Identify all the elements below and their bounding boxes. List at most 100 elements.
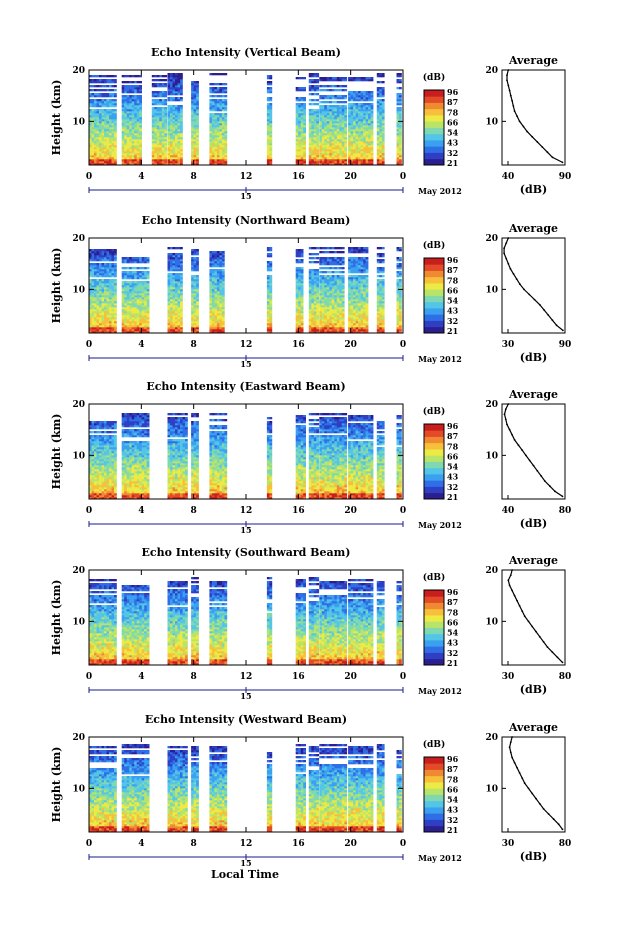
- heatmap-cell: [211, 113, 215, 116]
- heatmap-cell: [363, 161, 366, 164]
- heatmap-cell: [316, 149, 320, 152]
- heatmap-cell: [193, 327, 197, 330]
- heatmap-cell: [180, 321, 183, 324]
- heatmap-cell: [298, 161, 301, 164]
- heatmap-cell: [295, 251, 299, 254]
- heatmap-cell: [175, 277, 178, 280]
- heatmap-cell: [129, 155, 132, 158]
- heatmap-cell: [124, 119, 127, 122]
- heatmap-cell: [129, 287, 132, 290]
- heatmap-cell: [111, 153, 115, 156]
- heatmap-cell: [89, 139, 92, 142]
- heatmap-cell: [106, 99, 110, 102]
- heatmap-cell: [89, 283, 92, 286]
- heatmap-cell: [91, 147, 95, 150]
- heatmap-cell: [101, 291, 105, 294]
- heatmap-cell: [141, 329, 145, 332]
- heatmap-cell: [269, 267, 273, 270]
- heatmap-cell: [114, 151, 117, 154]
- heatmap-cell: [326, 329, 330, 332]
- heatmap-cell: [191, 299, 194, 302]
- heatmap-cell: [350, 143, 354, 146]
- heatmap-cell: [104, 323, 107, 326]
- heatmap-cell: [91, 305, 95, 308]
- heatmap-cell: [141, 289, 145, 292]
- heatmap-cell: [141, 319, 145, 322]
- heatmap-cell: [266, 283, 270, 286]
- heatmap-cell: [159, 149, 163, 152]
- heatmap-cell: [344, 145, 348, 148]
- heatmap-cell: [109, 327, 112, 330]
- heatmap-cell: [101, 99, 105, 102]
- heatmap-cell: [175, 73, 178, 76]
- heatmap-cell: [313, 73, 317, 76]
- heatmap-cell: [114, 115, 117, 118]
- heatmap-cell: [376, 99, 380, 102]
- heatmap-cell: [144, 273, 147, 276]
- heatmap-cell: [177, 77, 181, 80]
- heatmap-cell: [121, 325, 125, 328]
- heatmap-cell: [339, 331, 343, 334]
- heatmap-cell: [368, 141, 371, 144]
- heatmap-cell: [193, 251, 197, 254]
- heatmap-cell: [129, 153, 132, 156]
- heatmap-cell: [336, 311, 340, 314]
- heatmap-cell: [134, 151, 137, 154]
- heatmap-cell: [111, 293, 115, 296]
- heatmap-cell: [167, 297, 171, 300]
- heatmap-cell: [329, 163, 333, 166]
- heatmap-cell: [219, 139, 223, 142]
- heatmap-cell: [344, 123, 348, 126]
- heatmap-cell: [111, 151, 115, 154]
- heatmap-cell: [326, 153, 330, 156]
- heatmap-cell: [126, 307, 130, 310]
- heatmap-cell: [89, 307, 92, 310]
- heatmap-cell: [172, 253, 176, 256]
- heatmap-cell: [370, 117, 374, 120]
- heatmap-cell: [331, 123, 335, 126]
- heatmap-cell: [360, 97, 364, 100]
- heatmap-cell: [111, 291, 115, 294]
- heatmap-cell: [99, 117, 102, 120]
- heatmap-cell: [308, 113, 312, 116]
- heatmap-cell: [159, 163, 163, 166]
- heatmap-cell: [214, 269, 218, 272]
- heatmap-cell: [109, 269, 112, 272]
- heatmap-cell: [381, 163, 385, 166]
- heatmap-cell: [221, 303, 225, 306]
- heatmap-cell: [164, 111, 168, 114]
- heatmap-cell: [175, 79, 178, 82]
- heatmap-cell: [141, 307, 145, 310]
- heatmap-cell: [209, 291, 213, 294]
- heatmap-cell: [219, 83, 223, 86]
- heatmap-cell: [348, 125, 351, 128]
- heatmap-cell: [298, 103, 301, 106]
- heatmap-cell: [154, 145, 158, 148]
- heatmap-cell: [89, 257, 92, 260]
- heatmap-cell: [266, 97, 270, 100]
- heatmap-cell: [295, 273, 299, 276]
- heatmap-cell: [350, 103, 354, 106]
- heatmap-cell: [326, 137, 330, 140]
- heatmap-cell: [311, 149, 315, 152]
- heatmap-cell: [298, 149, 301, 152]
- heatmap-cell: [104, 269, 107, 272]
- heatmap-cell: [295, 89, 299, 92]
- heatmap-cell: [172, 299, 176, 302]
- heatmap-cell: [89, 79, 92, 82]
- heatmap-cell: [167, 89, 171, 92]
- heatmap-cell: [321, 329, 325, 332]
- heatmap-cell: [295, 145, 299, 148]
- heatmap-cell: [91, 99, 95, 102]
- heatmap-cell: [167, 133, 171, 136]
- heatmap-cell: [131, 105, 135, 108]
- heatmap-cell: [141, 271, 145, 274]
- heatmap-cell: [316, 111, 320, 114]
- heatmap-cell: [295, 299, 299, 302]
- heatmap-cell: [167, 283, 171, 286]
- heatmap-cell: [124, 257, 127, 260]
- heatmap-cell: [211, 297, 215, 300]
- heatmap-cell: [177, 161, 181, 164]
- heatmap-cell: [172, 85, 176, 88]
- heatmap-cell: [336, 139, 340, 142]
